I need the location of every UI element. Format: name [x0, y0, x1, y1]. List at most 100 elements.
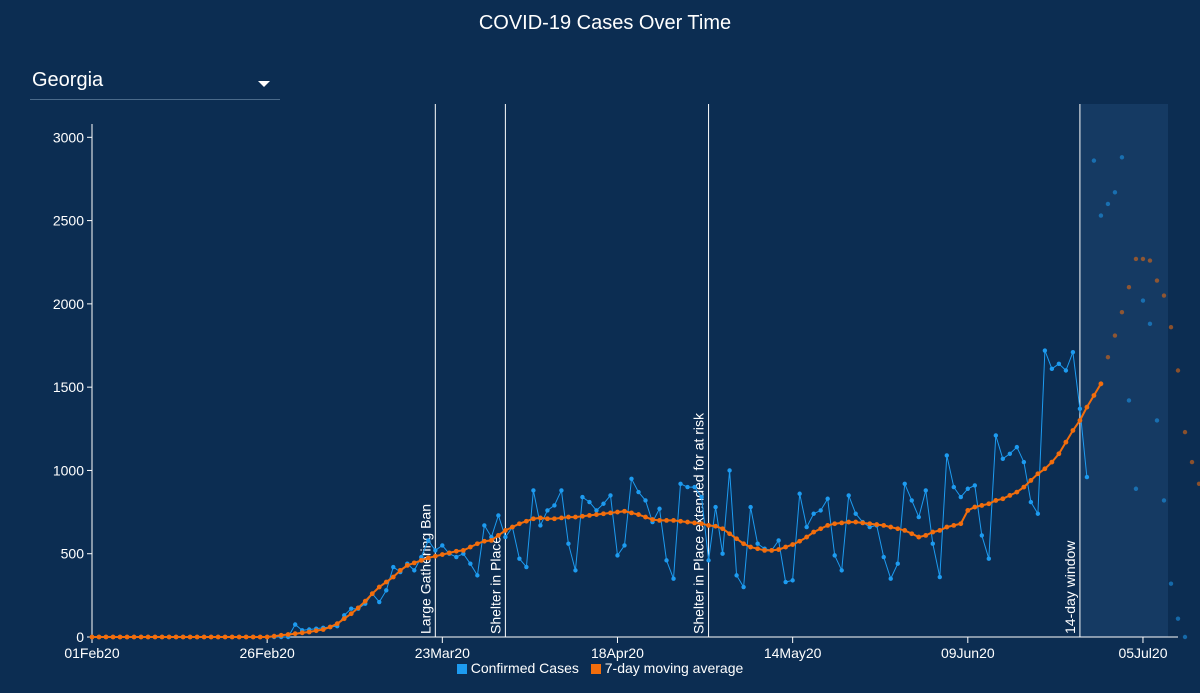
confirmed-point	[573, 568, 578, 573]
confirmed-point	[1063, 368, 1069, 373]
confirmed-point	[384, 588, 389, 593]
confirmed-point	[461, 551, 466, 556]
confirmed-point	[636, 489, 641, 495]
confirmed-line	[92, 350, 1088, 638]
confirmed-window-point	[1182, 634, 1188, 640]
confirmed-point	[292, 622, 298, 627]
confirmed-point	[1042, 348, 1048, 353]
moving-average-point	[187, 634, 193, 640]
moving-average-point	[685, 519, 690, 525]
event-label: Shelter in Place	[487, 536, 503, 634]
confirmed-point	[1021, 459, 1027, 465]
moving-average-point	[1007, 493, 1013, 498]
legend-item-confirmed[interactable]: Confirmed Cases	[456, 660, 579, 676]
moving-average-point	[1028, 478, 1034, 483]
moving-average-point	[166, 634, 172, 640]
x-tick-label: 09Jun20	[941, 645, 995, 661]
moving-average-window-point	[1126, 285, 1132, 290]
confirmed-point	[825, 496, 830, 501]
x-tick-label: 14May20	[764, 645, 822, 661]
moving-average-point	[229, 634, 235, 640]
moving-average-point	[1091, 393, 1097, 398]
confirmed-point	[776, 538, 781, 543]
confirmed-point	[755, 541, 760, 546]
moving-average-point	[278, 632, 284, 638]
moving-average-window-point	[1182, 429, 1188, 435]
moving-average-point	[608, 510, 613, 516]
legend-label-confirmed: Confirmed Cases	[470, 660, 579, 676]
confirmed-point	[881, 554, 886, 560]
moving-average-point	[271, 633, 277, 639]
moving-average-point	[173, 634, 179, 640]
moving-average-point	[615, 509, 620, 515]
moving-average-point	[678, 518, 683, 524]
legend-item-moving-average[interactable]: 7-day moving average	[590, 660, 744, 676]
moving-average-point	[418, 557, 424, 563]
confirmed-point	[1084, 474, 1090, 480]
moving-average-point	[509, 524, 515, 530]
confirmed-point	[643, 498, 648, 503]
moving-average-point	[937, 528, 943, 533]
moving-average-point	[481, 538, 487, 544]
moving-average-point	[292, 631, 298, 637]
moving-average-point	[376, 584, 382, 590]
confirmed-window-point	[1112, 190, 1118, 195]
moving-average-point	[390, 574, 396, 580]
moving-average-point	[1084, 404, 1090, 410]
confirmed-point	[1035, 511, 1041, 516]
confirmed-window-point	[1161, 498, 1167, 503]
moving-average-point	[516, 521, 522, 527]
x-tick-label: 05Jul20	[1118, 645, 1167, 661]
moving-average-point	[425, 555, 431, 561]
moving-average-point	[159, 634, 165, 640]
legend-label-moving-average: 7-day moving average	[604, 660, 744, 676]
confirmed-window-point	[1126, 398, 1132, 403]
moving-average-point	[790, 542, 796, 547]
confirmed-point	[839, 568, 844, 573]
moving-average-point	[348, 611, 354, 617]
moving-average-point	[1014, 489, 1020, 495]
confirmed-point	[440, 543, 445, 548]
moving-average-point	[839, 520, 845, 526]
confirmed-point	[832, 553, 837, 558]
confirmed-point	[482, 523, 487, 528]
moving-average-point	[587, 513, 592, 518]
confirmed-point	[678, 481, 683, 486]
confirmed-point	[853, 511, 858, 516]
moving-average-point	[769, 547, 775, 553]
moving-average-window-point	[1112, 333, 1118, 338]
moving-average-point	[664, 518, 669, 523]
moving-average-point	[958, 521, 964, 527]
moving-average-point	[446, 550, 452, 556]
confirmed-point	[503, 534, 508, 540]
moving-average-window-point	[1105, 354, 1111, 360]
x-tick-label: 26Feb20	[240, 645, 295, 661]
x-tick-label: 23Mar20	[415, 645, 470, 661]
moving-average-point	[580, 513, 585, 519]
x-tick-label: 01Feb20	[64, 645, 119, 661]
moving-average-window-point	[1147, 258, 1153, 263]
y-tick-label: 1000	[53, 462, 84, 478]
moving-average-point	[797, 538, 803, 544]
moving-average-point	[320, 627, 326, 632]
moving-average-point	[383, 579, 389, 585]
legend-swatch-confirmed	[456, 664, 467, 674]
moving-average-point	[432, 553, 438, 559]
confirmed-window-point	[1133, 486, 1139, 491]
confirmed-point	[545, 508, 550, 513]
state-dropdown[interactable]: Georgia	[30, 66, 280, 100]
moving-average-point	[818, 526, 824, 532]
moving-average-point	[439, 552, 445, 557]
y-tick-label: 2500	[53, 213, 84, 229]
confirmed-point	[867, 524, 872, 530]
confirmed-point	[720, 551, 725, 556]
confirmed-point	[566, 541, 571, 546]
moving-average-point	[832, 521, 838, 527]
confirmed-point	[923, 488, 928, 493]
moving-average-point	[243, 634, 249, 640]
moving-average-point	[972, 504, 978, 510]
moving-average-point	[89, 634, 95, 640]
confirmed-point	[468, 561, 473, 566]
chevron-down-icon	[258, 81, 270, 87]
moving-average-point	[636, 512, 641, 517]
